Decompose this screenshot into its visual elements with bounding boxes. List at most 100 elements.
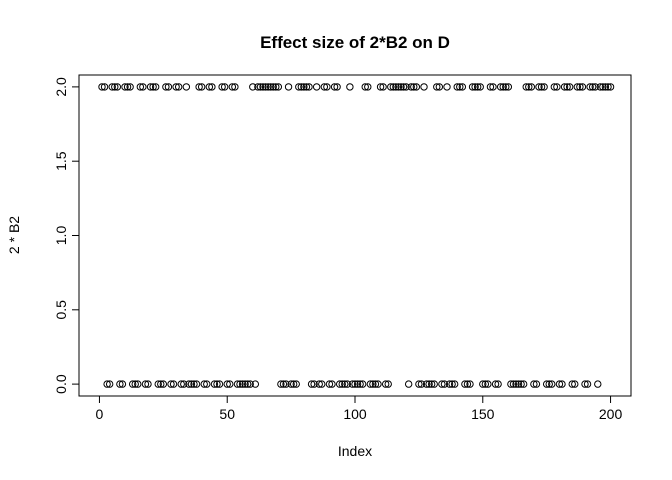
data-point bbox=[376, 83, 385, 91]
data-point bbox=[517, 380, 525, 388]
data-point bbox=[185, 380, 193, 388]
data-point bbox=[527, 83, 536, 91]
data-point bbox=[287, 380, 295, 388]
data-point bbox=[581, 380, 589, 388]
data-point bbox=[318, 380, 326, 388]
data-point bbox=[100, 83, 109, 91]
data-point bbox=[369, 380, 377, 388]
data-point bbox=[289, 380, 298, 388]
data-point bbox=[279, 380, 288, 388]
data-point bbox=[190, 380, 198, 388]
data-point bbox=[346, 83, 354, 91]
y-tick-label: 0.5 bbox=[53, 300, 69, 320]
data-point bbox=[210, 380, 219, 388]
y-axis-label: 2 * B2 bbox=[6, 216, 22, 254]
data-point bbox=[512, 380, 520, 388]
data-point bbox=[555, 380, 564, 388]
data-point bbox=[341, 380, 349, 388]
data-point bbox=[297, 83, 306, 91]
data-point bbox=[443, 83, 451, 91]
data-point bbox=[177, 380, 185, 388]
data-point bbox=[599, 83, 607, 91]
data-point bbox=[259, 83, 267, 91]
x-tick-label: 100 bbox=[343, 406, 367, 422]
y-tick-label: 1.5 bbox=[53, 151, 69, 171]
data-point bbox=[504, 83, 513, 91]
x-tick-label: 0 bbox=[96, 406, 104, 422]
data-point bbox=[537, 83, 546, 91]
data-point bbox=[213, 380, 221, 388]
data-point bbox=[591, 83, 599, 91]
data-point bbox=[139, 83, 147, 91]
data-point bbox=[238, 380, 247, 388]
x-tick-label: 200 bbox=[599, 406, 623, 422]
data-point bbox=[226, 380, 234, 388]
data-point bbox=[116, 380, 124, 388]
data-point bbox=[261, 83, 270, 91]
y-tick-label: 0.0 bbox=[53, 374, 69, 394]
data-point bbox=[606, 83, 615, 91]
data-point bbox=[407, 83, 415, 91]
data-point bbox=[364, 83, 372, 91]
data-point bbox=[231, 83, 239, 91]
data-point bbox=[246, 380, 254, 388]
data-point bbox=[514, 380, 523, 388]
data-point bbox=[200, 380, 208, 388]
x-axis-label: Index bbox=[338, 443, 372, 459]
x-axis: 0 50 100 150 200 bbox=[96, 395, 623, 422]
data-point bbox=[335, 380, 344, 388]
data-point bbox=[300, 83, 308, 91]
data-point bbox=[358, 380, 367, 388]
data-point bbox=[356, 380, 364, 388]
data-point bbox=[272, 83, 280, 91]
data-point bbox=[236, 380, 244, 388]
data-points bbox=[98, 83, 615, 388]
data-point bbox=[243, 380, 252, 388]
data-point bbox=[412, 83, 421, 91]
data-point bbox=[118, 380, 127, 388]
data-point bbox=[320, 83, 329, 91]
data-point bbox=[323, 83, 331, 91]
data-point bbox=[312, 83, 321, 91]
data-point bbox=[233, 380, 242, 388]
data-point bbox=[310, 380, 318, 388]
data-point bbox=[374, 380, 382, 388]
data-point bbox=[456, 83, 464, 91]
data-point bbox=[169, 380, 178, 388]
data-point bbox=[387, 83, 395, 91]
data-point bbox=[481, 380, 490, 388]
data-point bbox=[154, 380, 162, 388]
data-point bbox=[205, 83, 214, 91]
data-point bbox=[269, 83, 277, 91]
data-point bbox=[284, 83, 293, 91]
data-point bbox=[573, 83, 582, 91]
data-point bbox=[251, 380, 260, 388]
data-point bbox=[558, 380, 566, 388]
data-point bbox=[182, 83, 191, 91]
data-point bbox=[126, 83, 134, 91]
data-point bbox=[295, 83, 303, 91]
data-point bbox=[111, 83, 119, 91]
data-point bbox=[348, 380, 357, 388]
data-point bbox=[254, 83, 262, 91]
data-point bbox=[394, 83, 403, 91]
data-point bbox=[550, 83, 559, 91]
data-point bbox=[496, 83, 505, 91]
data-point bbox=[292, 380, 300, 388]
y-axis: 0.0 0.5 1.0 1.5 2.0 bbox=[53, 77, 80, 394]
data-point bbox=[545, 380, 553, 388]
data-point bbox=[307, 380, 316, 388]
data-point bbox=[435, 83, 444, 91]
data-point bbox=[146, 83, 155, 91]
data-point bbox=[389, 83, 398, 91]
data-point bbox=[330, 83, 339, 91]
data-point bbox=[343, 380, 352, 388]
data-point bbox=[586, 83, 594, 91]
chart-title: Effect size of 2*B2 on D bbox=[260, 33, 450, 52]
x-tick-label: 50 bbox=[219, 406, 235, 422]
data-point bbox=[479, 380, 487, 388]
data-point bbox=[197, 83, 206, 91]
data-point bbox=[379, 83, 387, 91]
data-point bbox=[402, 83, 410, 91]
data-point bbox=[415, 380, 423, 388]
